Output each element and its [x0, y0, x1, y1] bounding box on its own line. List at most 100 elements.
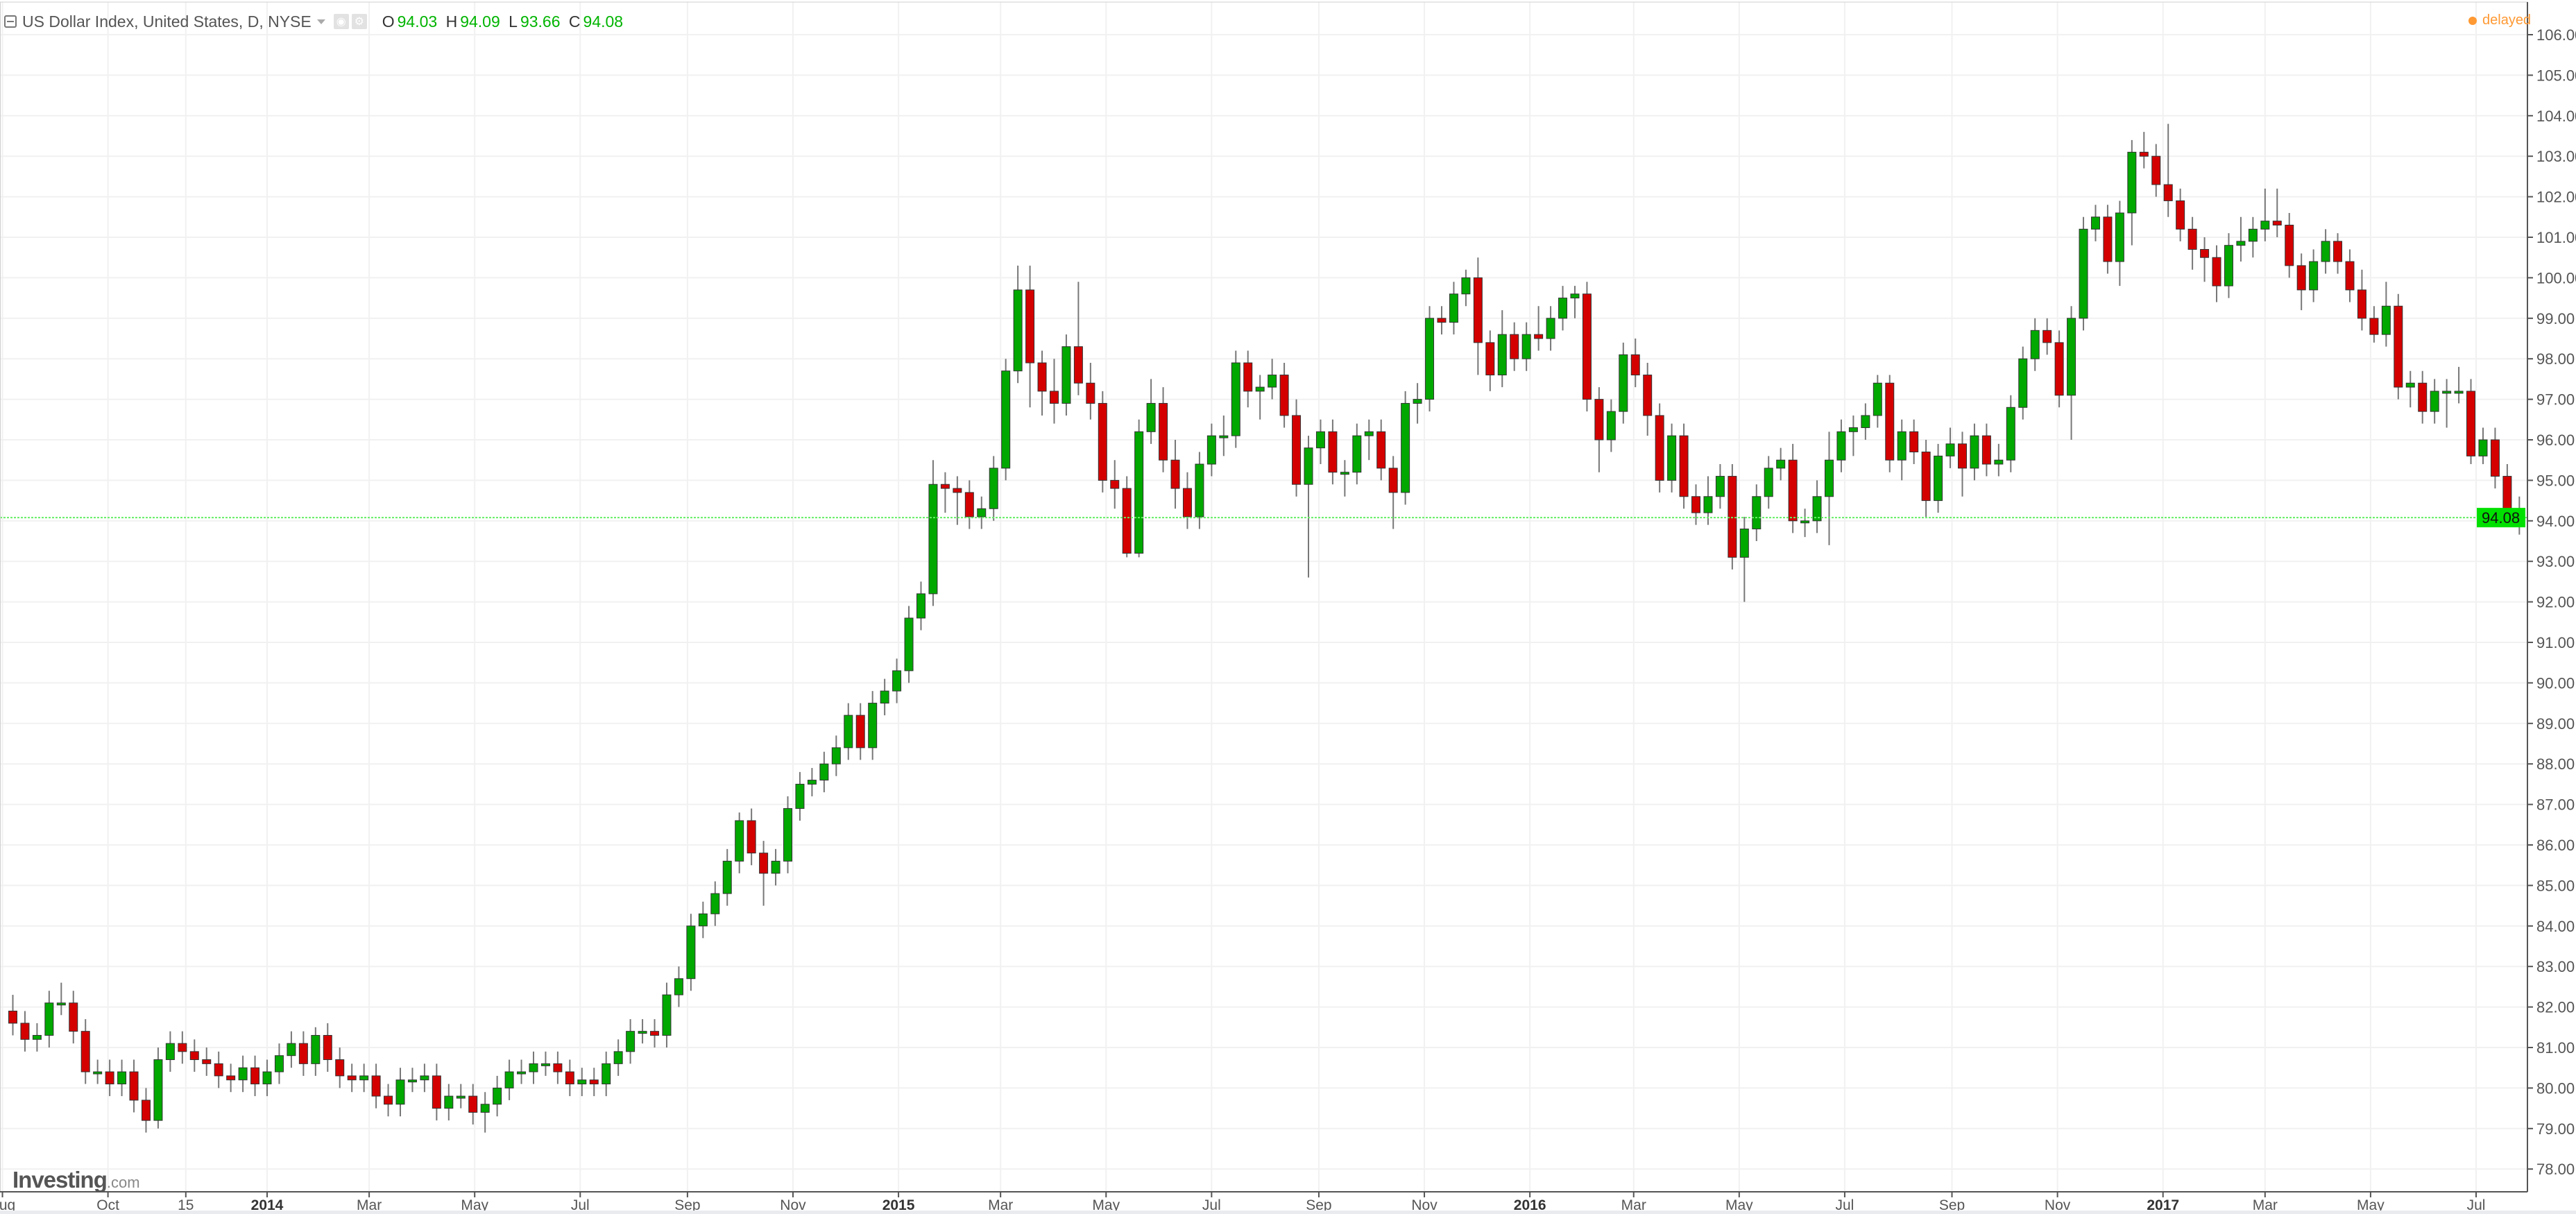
candle	[2478, 427, 2488, 465]
candle	[2139, 132, 2149, 169]
candle	[2018, 346, 2028, 420]
candle-body-down	[1279, 375, 1289, 416]
candle	[371, 1063, 381, 1109]
candle	[662, 982, 672, 1048]
candle	[2054, 330, 2064, 408]
candle-body-up	[1800, 520, 1810, 524]
candle	[69, 991, 78, 1044]
y-tick-label: 102.00	[2536, 189, 2576, 206]
candle-body-down	[2212, 257, 2221, 287]
candle	[1437, 306, 1447, 335]
candle	[1570, 286, 1580, 318]
candle-body-up	[1521, 334, 1531, 359]
candle-body-up	[1268, 375, 1277, 388]
candle	[1521, 322, 1531, 371]
grid	[0, 2, 2527, 1192]
candle	[553, 1051, 563, 1084]
candle	[1655, 403, 1664, 493]
candle	[20, 1011, 30, 1052]
candle	[638, 1019, 647, 1044]
chart-title[interactable]: US Dollar Index, United States, D, NYSE	[22, 12, 312, 31]
candle-body-up	[480, 1104, 490, 1113]
candle	[1643, 363, 1653, 436]
y-tick-label: 91.00	[2536, 634, 2575, 651]
candle	[189, 1039, 199, 1072]
x-tick-label: May	[461, 1197, 488, 1213]
candle	[504, 1059, 514, 1100]
candle	[1473, 257, 1483, 375]
candle-body-up	[795, 783, 805, 809]
candle	[916, 581, 926, 631]
candle	[311, 1027, 321, 1076]
y-tick-label: 96.00	[2536, 431, 2575, 449]
y-tick-label: 101.00	[2536, 229, 2576, 246]
candle	[2454, 366, 2464, 404]
candle-body-up	[1752, 496, 1762, 529]
candle-body-down	[2054, 342, 2064, 396]
candle-body-down	[1243, 362, 1253, 392]
candle-body-up	[165, 1043, 175, 1061]
candle-body-up	[1715, 476, 1725, 497]
x-tick-label: May	[1725, 1197, 1753, 1213]
candle	[1159, 387, 1168, 472]
candle	[105, 1059, 114, 1097]
candle-body-down	[1957, 443, 1967, 469]
candle	[1861, 403, 1870, 440]
collapse-icon[interactable]	[4, 15, 17, 28]
candle-body-up	[44, 1002, 54, 1036]
candle	[710, 881, 720, 926]
candle-body-down	[80, 1031, 90, 1072]
candle	[529, 1051, 538, 1084]
candle	[1425, 306, 1435, 412]
candle	[1788, 443, 1798, 533]
candle-body-down	[1534, 334, 1544, 339]
y-tick-label: 100.00	[2536, 269, 2576, 287]
candle	[1800, 508, 1810, 538]
x-axis[interactable]: Aug Oct 15 2014 Mar May Jul Sep Nov 2015 Mar May Jul…	[0, 1192, 2485, 1213]
candle	[844, 703, 853, 760]
y-tick-label: 103.00	[2536, 148, 2576, 165]
candle-body-up	[1606, 411, 1616, 441]
candle-body-up	[928, 484, 938, 595]
candle	[2079, 216, 2088, 331]
eye-icon[interactable]: ◉	[333, 14, 349, 29]
candle-body-down	[8, 1010, 17, 1024]
candle-body-up	[2248, 228, 2258, 242]
candle	[2176, 188, 2185, 241]
y-tick-label: 95.00	[2536, 472, 2575, 489]
candle	[783, 796, 793, 873]
candle	[868, 691, 878, 760]
candle	[1691, 484, 1701, 525]
investing-logo[interactable]: Investing.com	[12, 1167, 140, 1193]
candle-body-up	[977, 508, 987, 518]
candle-body-up	[2224, 245, 2233, 287]
x-tick-label: May	[2357, 1197, 2385, 1213]
candle-body-up	[2115, 212, 2124, 262]
candle	[2067, 306, 2076, 440]
candle-body-down	[298, 1043, 308, 1064]
candle	[1122, 476, 1132, 558]
candle-body-down	[202, 1059, 212, 1064]
candle-body-up	[1134, 431, 1144, 554]
candle-body-up	[56, 1002, 66, 1006]
candle	[1170, 440, 1180, 509]
candle-body-up	[1340, 472, 1349, 475]
candle-body-up	[504, 1071, 514, 1088]
x-tick-label: Sep	[1306, 1197, 1331, 1213]
gear-icon[interactable]: ⚙	[351, 14, 367, 29]
candle-body-up	[2260, 221, 2270, 230]
candle-body-up	[517, 1071, 527, 1075]
candle-body-up	[626, 1031, 636, 1052]
candle-body-down	[178, 1043, 187, 1052]
y-axis[interactable]: 78.00 79.00 80.00 81.00 82.00 83.00 84.00 85.00…	[2527, 26, 2576, 1178]
candle	[493, 1075, 502, 1117]
x-tick-label: 15	[178, 1197, 194, 1213]
dropdown-caret-icon[interactable]	[316, 19, 325, 24]
candle-body-up	[1619, 354, 1628, 412]
candle-body-down	[2285, 224, 2294, 266]
candle	[1679, 423, 1689, 509]
candle	[1764, 456, 1773, 509]
candle	[1957, 431, 1967, 497]
candle	[855, 703, 865, 760]
